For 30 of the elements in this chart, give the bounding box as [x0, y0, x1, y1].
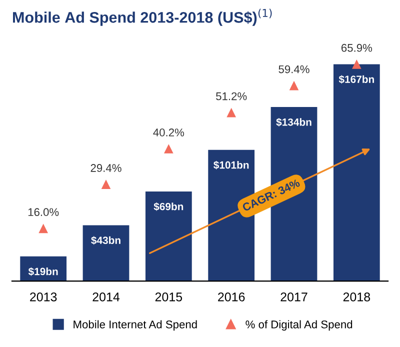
point — [101, 180, 111, 189]
point — [226, 108, 236, 118]
bar — [333, 64, 380, 282]
x-tick-label: 2017 — [280, 292, 308, 302]
x-tick-label: 2018 — [343, 292, 370, 302]
x-tick-label: 2014 — [92, 292, 120, 302]
data-label: $167bn — [338, 75, 374, 84]
data-label: $69bn — [154, 202, 184, 211]
data-label: $19bn — [28, 267, 58, 276]
data-label: 16.0% — [28, 208, 59, 216]
bar — [82, 225, 130, 282]
x-tick-label: 2015 — [155, 292, 182, 302]
point — [289, 80, 299, 90]
legend-label: % of Digital Ad Spend — [246, 320, 352, 331]
legend-label: Mobile Internet Ad Spend — [74, 320, 197, 331]
data-label: 59.4% — [278, 65, 310, 74]
data-label: 65.9% — [341, 44, 372, 52]
chart-title: Mobile Ad Spend 2013-2018 (US$)$^{(1)}$ — [13, 8, 272, 26]
data-label: $134bn — [276, 118, 312, 126]
data-label: $43bn — [91, 236, 120, 245]
point — [38, 224, 48, 234]
bar — [145, 191, 192, 282]
point — [164, 144, 174, 154]
x-tick-label: 2016 — [218, 292, 245, 302]
x-tick-label: 2013 — [30, 292, 57, 302]
data-label: $101bn — [214, 160, 249, 170]
point — [352, 60, 362, 69]
data-label: 40.2% — [153, 128, 184, 136]
data-label: 51.2% — [216, 92, 247, 100]
data-label: 29.4% — [90, 164, 122, 172]
